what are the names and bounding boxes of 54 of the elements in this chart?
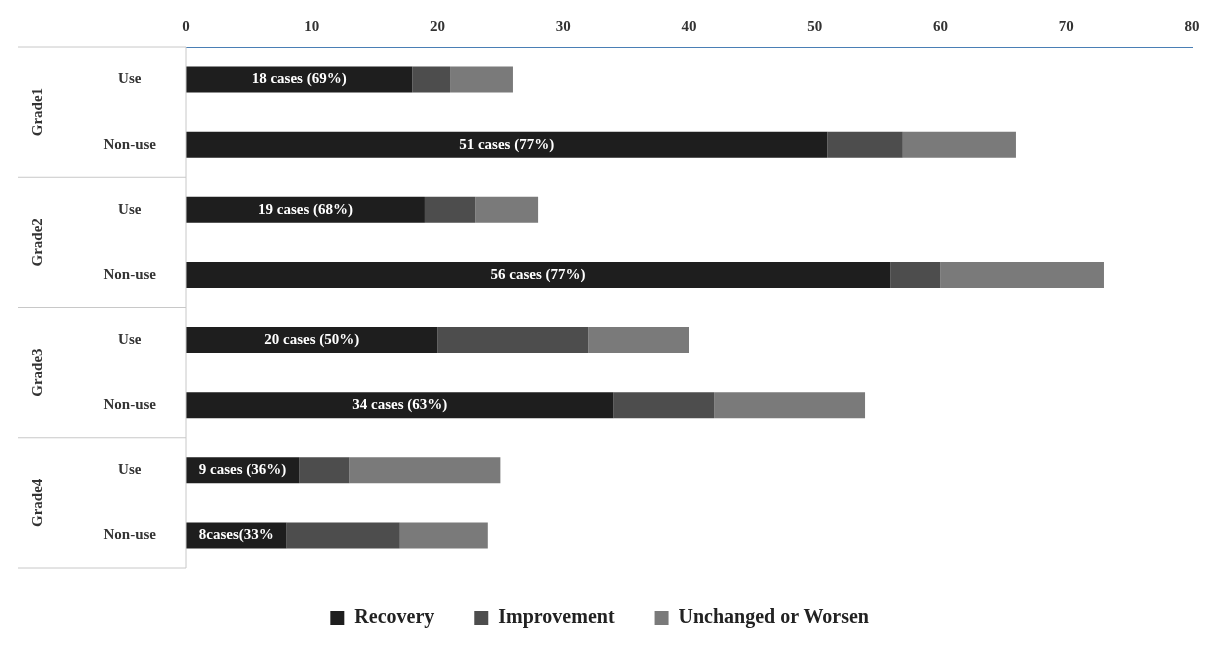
x-tick-label: 30 xyxy=(555,17,571,34)
bar xyxy=(588,327,689,354)
bar xyxy=(827,131,903,158)
data-label: 34 cases (63%) xyxy=(352,396,448,414)
bar xyxy=(186,131,828,158)
data-label: 8cases(33% xyxy=(198,526,274,544)
x-tick-label: 80 xyxy=(1184,17,1200,34)
x-tick-label: 70 xyxy=(1058,17,1074,34)
text: Grade3 xyxy=(28,348,45,397)
y-tick-label: Non-use xyxy=(103,526,157,543)
bar xyxy=(450,66,513,93)
bar xyxy=(714,392,866,419)
bar xyxy=(299,457,350,484)
x-tick-label: 50 xyxy=(807,17,823,34)
y-tick-label: Use xyxy=(118,461,142,478)
bar xyxy=(186,196,425,223)
bar xyxy=(437,327,589,354)
x-tick-label: 10 xyxy=(304,17,320,34)
text: Grade4 xyxy=(28,478,45,528)
data-label: 51 cases (77%) xyxy=(459,135,555,153)
data-label: 19 cases (68%) xyxy=(257,200,353,218)
y-tick-label: Non-use xyxy=(103,396,157,413)
x-tick-label: 0 xyxy=(182,17,190,34)
data-label: 56 cases (77%) xyxy=(490,265,586,283)
legend-label: Improvement xyxy=(498,605,615,629)
y-tick-label: Use xyxy=(118,200,142,217)
bar xyxy=(186,392,614,419)
bar xyxy=(186,66,413,93)
bar xyxy=(902,131,1016,158)
bar xyxy=(349,457,501,484)
text: Grade1 xyxy=(28,87,45,137)
bar xyxy=(613,392,715,419)
bar xyxy=(399,522,488,549)
y-tick-label: Use xyxy=(118,70,142,87)
bar xyxy=(412,66,451,93)
bar xyxy=(424,196,476,223)
y-tick-label: Non-use xyxy=(103,135,157,152)
data-label: 20 cases (50%) xyxy=(264,330,360,348)
bar xyxy=(940,261,1104,288)
legend-label: Unchanged or Worsen xyxy=(678,605,869,629)
x-tick-label: 20 xyxy=(430,17,445,34)
bar xyxy=(186,327,438,354)
bar xyxy=(475,196,539,223)
x-tick-label: 40 xyxy=(681,17,697,34)
bar xyxy=(186,261,891,288)
bar xyxy=(890,261,941,288)
y-tick-label: Non-use xyxy=(103,265,157,282)
legend-label: Recovery xyxy=(354,605,435,629)
bar xyxy=(286,522,400,549)
data-label: 18 cases (69%) xyxy=(251,70,347,88)
data-label: 9 cases (36%) xyxy=(198,461,287,479)
text: Grade2 xyxy=(28,218,45,267)
y-tick-label: Use xyxy=(118,330,142,347)
x-tick-label: 60 xyxy=(933,17,948,34)
